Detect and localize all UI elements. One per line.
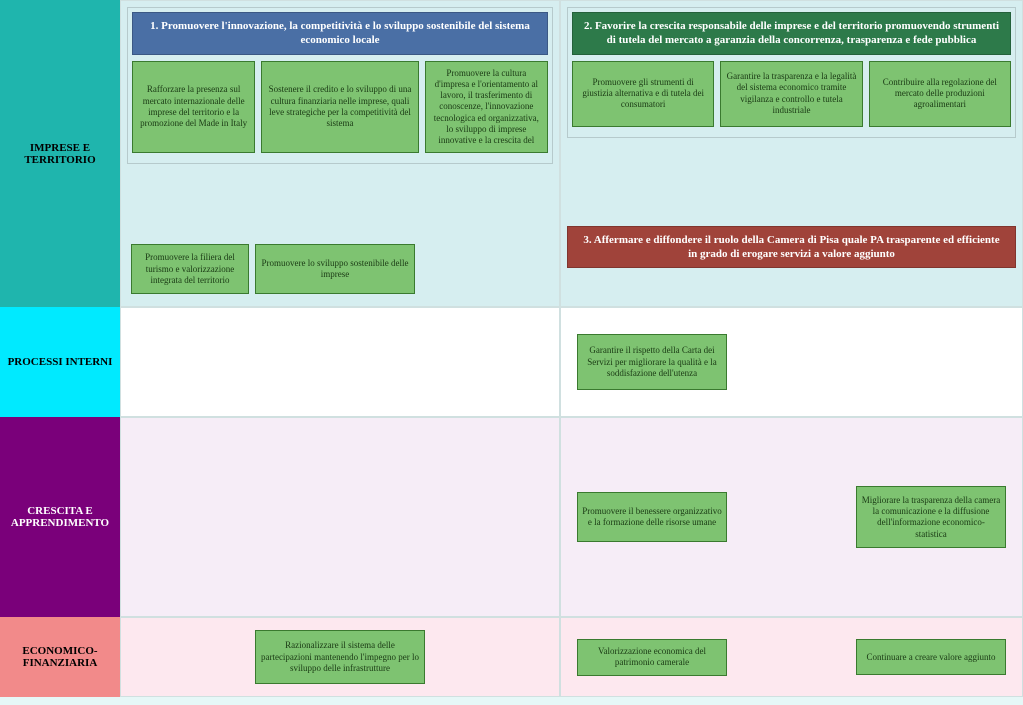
objective-box: Promuovere la cultura d'impresa e l'orie…	[425, 61, 548, 154]
objective-box: Garantire il rispetto della Carta dei Se…	[577, 334, 727, 390]
objective-text: Razionalizzare il sistema delle partecip…	[260, 640, 420, 674]
row-label-text: ECONOMICO-FINANZIARIA	[4, 645, 116, 669]
spacer	[127, 164, 553, 244]
objective-box: Garantire la trasparenza e la legalità d…	[720, 61, 862, 127]
objective-row: Rafforzare la presenza sul mercato inter…	[132, 61, 548, 154]
row-label-text: PROCESSI INTERNI	[8, 356, 113, 368]
objective-box: Contribuire alla regolazione del mercato…	[869, 61, 1011, 127]
objective-row: Promuovere la filiera del turismo e valo…	[127, 244, 553, 294]
strategic-header-3: 3. Affermare e diffondere il ruolo della…	[567, 226, 1016, 269]
objective-text: Migliorare la trasparenza della camera l…	[861, 495, 1001, 540]
row-label-economico: ECONOMICO-FINANZIARIA	[0, 617, 120, 697]
cell-r4-right: Valorizzazione economica del patrimonio …	[560, 617, 1023, 697]
objective-text: Continuare a creare valore aggiunto	[867, 652, 996, 663]
section-strategic-1: 1. Promuovere l'innovazione, la competit…	[127, 7, 553, 164]
row-label-text: CRESCITA E APPRENDIMENTO	[4, 505, 116, 529]
objective-text: Promuovere il benessere organizzativo e …	[582, 506, 722, 529]
objective-box: Promuovere lo sviluppo sostenibile delle…	[255, 244, 415, 294]
row-label-text: IMPRESE E TERRITORIO	[4, 142, 116, 166]
cell-r3-left	[120, 417, 560, 617]
header-text: 3. Affermare e diffondere il ruolo della…	[583, 234, 999, 260]
cell-r4-left: Razionalizzare il sistema delle partecip…	[120, 617, 560, 697]
objective-box: Migliorare la trasparenza della camera l…	[856, 486, 1006, 548]
cell-r3-right: Promuovere il benessere organizzativo e …	[560, 417, 1023, 617]
strategic-header-1: 1. Promuovere l'innovazione, la competit…	[132, 12, 548, 55]
cell-r2-left	[120, 307, 560, 417]
cell-r1-right: 2. Favorire la crescita responsabile del…	[560, 0, 1023, 307]
objective-box: Razionalizzare il sistema delle partecip…	[255, 630, 425, 684]
objective-box: Valorizzazione economica del patrimonio …	[577, 639, 727, 676]
objective-text: Valorizzazione economica del patrimonio …	[582, 646, 722, 669]
header-text: 2. Favorire la crescita responsabile del…	[584, 20, 999, 46]
objective-row: Promuovere gli strumenti di giustizia al…	[572, 61, 1011, 127]
objective-box: Continuare a creare valore aggiunto	[856, 639, 1006, 675]
objective-text: Sostenere il credito e lo sviluppo di un…	[266, 84, 413, 129]
objective-text: Rafforzare la presenza sul mercato inter…	[137, 84, 250, 129]
strategic-header-2: 2. Favorire la crescita responsabile del…	[572, 12, 1011, 55]
objective-box: Promuovere gli strumenti di giustizia al…	[572, 61, 714, 127]
section-strategic-2: 2. Favorire la crescita responsabile del…	[567, 7, 1016, 138]
header-text: 1. Promuovere l'innovazione, la competit…	[150, 20, 530, 46]
objective-box: Sostenere il credito e lo sviluppo di un…	[261, 61, 418, 154]
strategy-matrix: IMPRESE E TERRITORIO 1. Promuovere l'inn…	[0, 0, 1023, 697]
row-label-imprese: IMPRESE E TERRITORIO	[0, 0, 120, 307]
objective-text: Promuovere gli strumenti di giustizia al…	[577, 77, 709, 111]
cell-r2-right: Garantire il rispetto della Carta dei Se…	[560, 307, 1023, 417]
objective-text: Garantire il rispetto della Carta dei Se…	[582, 345, 722, 379]
objective-text: Promuovere lo sviluppo sostenibile delle…	[260, 258, 410, 281]
objective-box: Promuovere la filiera del turismo e valo…	[131, 244, 249, 294]
cell-r1-left: 1. Promuovere l'innovazione, la competit…	[120, 0, 560, 307]
objective-box: Rafforzare la presenza sul mercato inter…	[132, 61, 255, 154]
spacer	[567, 138, 1016, 226]
objective-text: Promuovere la filiera del turismo e valo…	[136, 252, 244, 286]
objective-text: Contribuire alla regolazione del mercato…	[874, 77, 1006, 111]
row-label-processi: PROCESSI INTERNI	[0, 307, 120, 417]
objective-text: Garantire la trasparenza e la legalità d…	[725, 71, 857, 116]
row-label-crescita: CRESCITA E APPRENDIMENTO	[0, 417, 120, 617]
objective-box: Promuovere il benessere organizzativo e …	[577, 492, 727, 542]
objective-text: Promuovere la cultura d'impresa e l'orie…	[430, 68, 543, 147]
